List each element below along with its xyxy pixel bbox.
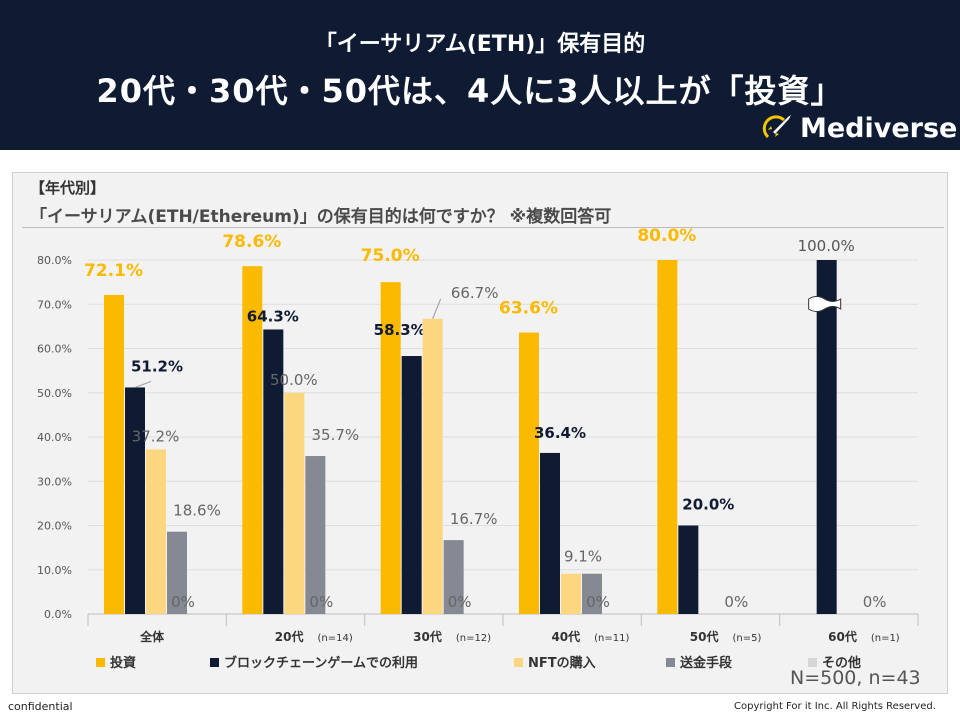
bar-remit [443, 540, 464, 614]
question-underline [22, 227, 944, 228]
brand-logo: Mediverse [760, 110, 957, 146]
data-label: 36.4% [534, 424, 586, 442]
bar-nft [284, 392, 305, 614]
y-tick-label: 20.0% [37, 520, 72, 533]
x-tick-label: 60代 [828, 629, 857, 644]
legend-label: NFTの購入 [528, 655, 596, 671]
x-tick-label: 50代 [690, 629, 719, 644]
bar-invest [519, 332, 539, 614]
bar-nft [561, 573, 581, 614]
label-leader-line [134, 380, 152, 388]
data-label: 72.1% [84, 261, 143, 281]
data-label: 58.3% [374, 321, 426, 339]
y-tick-label: 70.0% [37, 298, 72, 311]
y-tick-label: 80.0% [37, 254, 72, 267]
y-tick-label: 10.0% [37, 564, 72, 577]
x-tick-label: 全体 [139, 629, 165, 644]
data-label: 100.0% [798, 237, 855, 255]
bar-remit [305, 456, 326, 614]
data-label: 0% [448, 593, 472, 611]
x-tick-sample-size: (n=1) [871, 633, 900, 644]
bar-invest [657, 260, 678, 614]
data-label: 16.7% [450, 510, 498, 528]
y-tick-label: 30.0% [37, 475, 72, 488]
x-tick-label: 40代 [551, 629, 580, 644]
bar-game [125, 387, 145, 614]
bar-game [816, 260, 837, 614]
data-label: 80.0% [637, 226, 696, 246]
data-label: 20.0% [682, 496, 734, 514]
title-line-2: 20代・30代・50代は、4人に3人以上が「投資」 [96, 72, 844, 110]
data-label: 75.0% [361, 246, 420, 266]
legend-label: 投資 [110, 655, 136, 671]
data-label: 0% [586, 593, 610, 611]
x-tick-sample-size: (n=11) [594, 633, 629, 644]
bar-remit [167, 531, 187, 614]
x-tick-label: 30代 [413, 629, 442, 644]
y-tick-label: 40.0% [37, 431, 72, 444]
data-label: 50.0% [270, 371, 318, 389]
bar-game [678, 525, 699, 614]
data-label: 37.2% [132, 427, 180, 445]
copyright-text: Copyright For it Inc. All Rights Reserve… [734, 701, 936, 712]
legend-swatch-other [808, 658, 817, 667]
bar-game [401, 356, 422, 614]
data-label: 18.6% [173, 502, 221, 520]
y-tick-label: 0.0% [44, 608, 72, 621]
legend-label: 送金手段 [679, 655, 732, 671]
bar-nft [146, 449, 166, 614]
confidential-label: confidential [8, 700, 73, 713]
bar-invest [380, 282, 401, 614]
x-tick-sample-size: (n=12) [456, 633, 491, 644]
label-leader-line [432, 298, 442, 320]
x-tick-label: 20代 [275, 629, 304, 644]
bar-invest [242, 266, 263, 614]
x-tick-sample-size: (n=5) [733, 633, 762, 644]
data-label: 63.6% [499, 299, 558, 319]
data-label: 0% [724, 593, 748, 611]
y-tick-label: 50.0% [37, 387, 72, 400]
bar-invest [104, 294, 124, 614]
bar-remit [582, 573, 602, 614]
section-label: 【年代別】 [30, 179, 106, 197]
data-label: 64.3% [247, 307, 299, 325]
legend-swatch-remit [666, 658, 675, 667]
data-label: 0% [863, 593, 887, 611]
data-label: 35.7% [312, 426, 360, 444]
legend-label: ブロックチェーンゲームでの利用 [224, 655, 418, 671]
bar-game [263, 329, 284, 614]
title-line-1: 「イーサリアム(ETH)」保有目的 [314, 32, 646, 57]
data-label: 66.7% [451, 284, 499, 302]
rocket-logo-icon [762, 115, 791, 139]
x-tick-sample-size: (n=14) [318, 633, 353, 644]
legend-swatch-game [210, 658, 219, 667]
bar-nft [422, 318, 443, 614]
data-label: 78.6% [222, 232, 281, 252]
y-tick-label: 60.0% [37, 343, 72, 356]
header-banner: 「イーサリアム(ETH)」保有目的 20代・30代・50代は、4人に3人以上が「… [0, 0, 960, 150]
survey-question: 「イーサリアム(ETH/Ethereum)」の保有目的は何ですか？ ※複数回答可 [30, 207, 612, 227]
sample-size-note: N=500, n=43 [790, 667, 921, 689]
legend-swatch-nft [514, 658, 523, 667]
axis-break-mark [808, 296, 842, 312]
data-label: 0% [309, 593, 333, 611]
data-label: 0% [171, 593, 195, 611]
data-label: 9.1% [564, 548, 602, 566]
brand-name: Mediverse [800, 112, 958, 144]
data-label: 51.2% [131, 357, 183, 375]
legend-swatch-invest [96, 658, 105, 667]
legend-label: その他 [822, 655, 861, 671]
bar-game [540, 452, 560, 614]
